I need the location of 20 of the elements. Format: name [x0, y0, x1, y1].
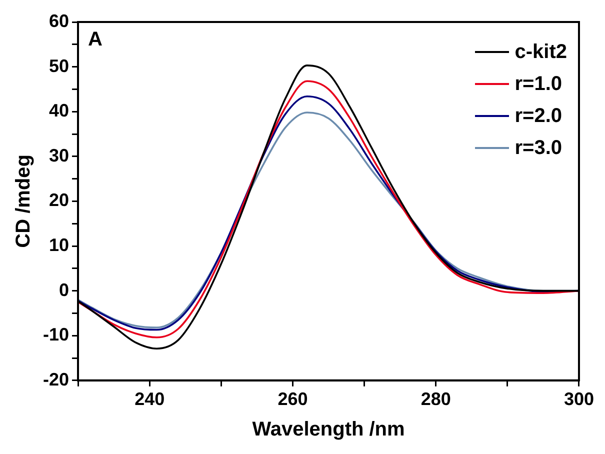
- legend-label: r=1.0: [514, 72, 562, 96]
- legend-label: c-kit2: [514, 40, 567, 64]
- legend-label: r=3.0: [514, 136, 562, 160]
- x-tick-label: 240: [134, 389, 165, 410]
- y-tick-label: 30: [48, 145, 70, 166]
- y-tick-label: -20: [43, 369, 70, 390]
- y-tick-label: 40: [48, 100, 70, 121]
- y-tick-label: -10: [43, 324, 70, 345]
- x-tick-label: 280: [420, 389, 451, 410]
- x-axis-title: Wavelength /nm: [252, 418, 405, 441]
- x-tick-label: 260: [278, 389, 308, 410]
- annotation: A: [88, 28, 102, 51]
- legend-label: r=2.0: [514, 104, 562, 128]
- y-tick-label: 0: [59, 280, 70, 300]
- y-tick-label: 50: [48, 56, 70, 76]
- x-tick-label: 300: [564, 389, 594, 410]
- y-tick-label: 10: [48, 234, 70, 255]
- y-tick-label: 20: [48, 190, 70, 210]
- y-axis-title: CD /mdeg: [12, 154, 35, 248]
- y-tick-label: 60: [48, 10, 70, 31]
